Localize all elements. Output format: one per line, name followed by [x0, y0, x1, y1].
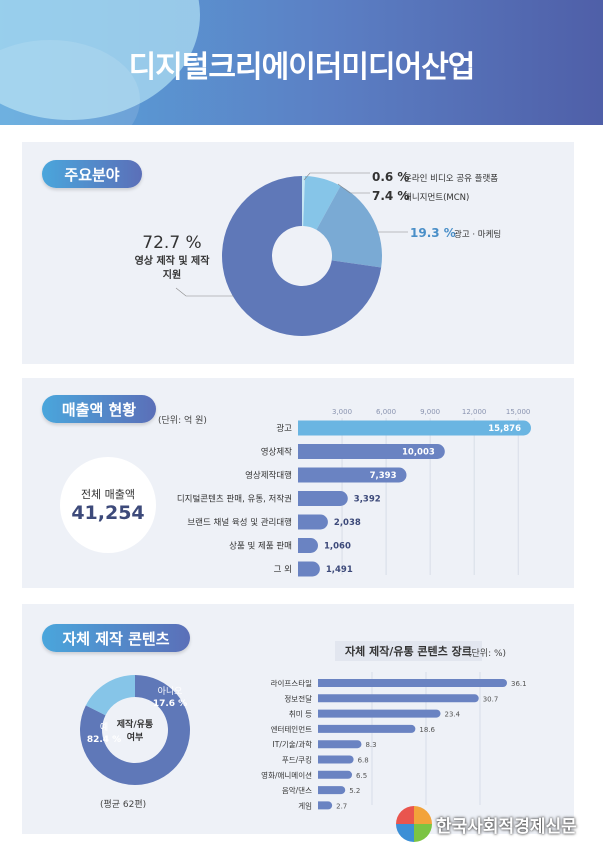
tick-label: 12,000	[462, 408, 487, 416]
pie-slice	[302, 176, 306, 227]
bar-category-label: 음악/댄스	[282, 785, 312, 795]
bar-category-label: IT/기술/과학	[273, 739, 313, 749]
slice-label: 예	[100, 722, 108, 733]
bar	[298, 514, 328, 530]
bar	[298, 561, 320, 577]
bar-category-label: 영상제작대행	[245, 470, 292, 481]
header-banner	[0, 0, 603, 125]
bar-category-label: 푸드/쿠킹	[282, 755, 312, 765]
bar	[318, 786, 346, 795]
tick-label: 6,000	[376, 408, 396, 416]
pie-slice	[85, 675, 135, 716]
bar	[298, 420, 531, 436]
newspaper-logo-icon	[396, 806, 432, 842]
pie-value-label: 19.3 %	[410, 226, 456, 240]
bar-category-label: 광고	[276, 423, 292, 434]
tick-label: 9,000	[420, 408, 440, 416]
bar-value-label: 3,392	[354, 495, 381, 505]
average-note: (평균 62편)	[100, 800, 147, 810]
total-revenue-badge: 전체 매출액 41,254	[60, 457, 156, 553]
bar	[318, 679, 507, 687]
bar-value-label: 18.6	[419, 726, 435, 734]
bar-category-label: 취미 등	[289, 710, 312, 719]
newspaper-name: 한국사회적경제신문	[436, 817, 577, 837]
bar-value-label: 1,060	[324, 542, 351, 552]
page-title: 디지털크리에이터미디어산업	[128, 50, 476, 85]
slice-value-label: 82.4 %	[87, 735, 121, 745]
tick-label: 15,000	[506, 408, 531, 416]
bar-value-label: 1,491	[326, 565, 353, 575]
bar-value-label: 30.7	[483, 695, 499, 703]
section-self-content: 자체 제작 콘텐츠	[42, 624, 190, 652]
bar-category-label: 영상제작	[261, 447, 292, 458]
bar-value-label: 6.8	[358, 757, 369, 765]
section-main-field: 주요분야	[42, 160, 142, 188]
bar-value-label: 36.1	[511, 680, 527, 688]
pie-category-label: 광고 · 마케팅	[454, 229, 501, 240]
bar-category-label: 게임	[298, 800, 312, 810]
genre-chart-title: 자체 제작/유통 콘텐츠 장르	[335, 641, 482, 661]
bar	[318, 694, 479, 703]
leader-line	[175, 287, 234, 297]
bar-value-label: 2,038	[334, 518, 361, 528]
bar-category-label: 브랜드 채널 육성 및 관리대행	[187, 517, 292, 528]
pie-value-label: 7.4 %	[372, 189, 409, 203]
pie-slice	[221, 176, 382, 336]
bar-value-label: 8.3	[365, 741, 376, 749]
section-revenue: 매출액 현황	[42, 395, 156, 423]
bar-category-label: 그 외	[274, 564, 292, 575]
bar-category-label: 상품 및 제품 판매	[229, 541, 292, 552]
tick-label: 3,000	[332, 408, 352, 416]
bar-category-label: 엔터테인먼트	[271, 724, 312, 734]
center-label: 제작/유통	[117, 718, 153, 730]
bar	[318, 801, 333, 810]
bar	[318, 724, 416, 733]
bar-value-label: 2.7	[336, 802, 347, 810]
pie-value-label: 72.7 %	[142, 233, 201, 253]
pie-category-label: 영상 제작 및 제작	[135, 254, 211, 267]
slice-value-label: 17.6 %	[153, 699, 187, 709]
bar	[318, 709, 441, 718]
bar-value-label: 7,393	[370, 471, 397, 481]
pie-value-label: 0.6 %	[372, 170, 409, 184]
revenue-unit: (단위: 억 원)	[158, 416, 207, 426]
bar	[318, 740, 362, 749]
bar	[298, 491, 348, 506]
pie-slice	[316, 185, 382, 268]
bar-value-label: 23.4	[445, 711, 461, 719]
total-revenue-value: 41,254	[71, 502, 145, 524]
bar-value-label: 6.5	[356, 772, 367, 780]
slice-label: 아니오	[158, 686, 183, 697]
leader-line	[303, 172, 370, 181]
bar-value-label: 5.2	[349, 787, 360, 795]
bar-category-label: 영화/애니메이션	[261, 770, 312, 780]
bar	[318, 755, 354, 764]
pie-category-label: 온라인 비디오 공유 플랫폼	[404, 173, 498, 184]
bar-category-label: 정보전달	[284, 693, 312, 703]
genre-unit: (단위: %)	[468, 649, 507, 659]
leader-line	[337, 183, 370, 194]
bar	[318, 770, 353, 779]
pie-category-label: 매니지먼트(MCN)	[404, 192, 469, 203]
center-label: 여부	[127, 731, 144, 743]
pie-slice	[79, 675, 190, 785]
total-revenue-label: 전체 매출액	[80, 488, 136, 501]
bar	[298, 467, 407, 483]
bar-value-label: 10,003	[402, 448, 435, 458]
pie-category-label: 지원	[163, 268, 181, 281]
bar-value-label: 15,876	[488, 424, 521, 434]
bar-category-label: 라이프스타일	[271, 678, 312, 688]
bar-category-label: 디지털콘텐츠 판매, 유통, 저작권	[177, 494, 292, 505]
pie-slice	[303, 176, 341, 230]
bar	[298, 538, 318, 553]
bar	[298, 444, 445, 459]
